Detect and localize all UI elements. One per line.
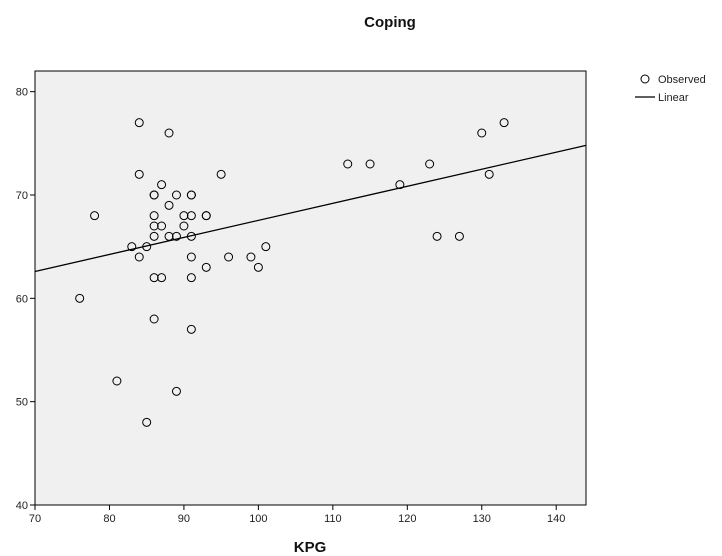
observed-point: [365, 159, 375, 169]
x-tick-label: 100: [249, 513, 267, 525]
observed-point: [201, 262, 211, 272]
observed-point: [454, 231, 464, 241]
observed-point: [90, 211, 100, 221]
observed-point: [186, 190, 196, 200]
observed-point: [112, 376, 122, 386]
observed-point: [425, 159, 435, 169]
observed-point: [261, 242, 271, 252]
legend: Observed Linear: [635, 74, 706, 104]
observed-point: [499, 118, 509, 128]
observed-points-layer: [75, 118, 509, 427]
observed-point: [484, 169, 494, 179]
y-tick-label: 60: [16, 293, 28, 305]
observed-point: [432, 231, 442, 241]
observed-point: [75, 293, 85, 303]
observed-point: [186, 231, 196, 241]
x-tick-label: 90: [178, 513, 190, 525]
observed-point: [157, 273, 167, 283]
observed-point: [142, 417, 152, 427]
observed-point: [343, 159, 353, 169]
observed-point: [224, 252, 234, 262]
x-tick-label: 110: [324, 513, 342, 525]
observed-point: [149, 231, 159, 241]
observed-point: [149, 211, 159, 221]
observed-point: [157, 180, 167, 190]
observed-point: [149, 273, 159, 283]
observed-point: [127, 242, 137, 252]
chart-title: Coping: [364, 14, 416, 31]
legend-linear-label: Linear: [658, 92, 689, 104]
x-axis-title: KPG: [294, 539, 327, 556]
plot-area: [34, 70, 587, 506]
observed-point: [149, 190, 159, 200]
observed-point: [186, 324, 196, 334]
observed-point: [149, 314, 159, 324]
observed-point: [171, 231, 181, 241]
legend-observed-label: Observed: [658, 74, 706, 86]
observed-point: [134, 118, 144, 128]
observed-point: [179, 211, 189, 221]
observed-point: [216, 169, 226, 179]
observed-point: [164, 231, 174, 241]
x-tick-label: 130: [473, 513, 491, 525]
x-axis: 70 80 90 100 110 120 130 140: [29, 505, 565, 525]
y-tick-label: 80: [16, 87, 28, 99]
observed-point: [149, 221, 159, 231]
observed-point: [134, 169, 144, 179]
y-tick-label: 70: [16, 190, 28, 202]
observed-point: [186, 211, 196, 221]
observed-point: [179, 221, 189, 231]
y-tick-label: 50: [16, 397, 28, 409]
observed-point: [477, 128, 487, 138]
x-tick-label: 140: [547, 513, 565, 525]
observed-point: [134, 252, 144, 262]
observed-point: [186, 273, 196, 283]
observed-point: [171, 386, 181, 396]
linear-fit-line: [34, 144, 587, 273]
y-tick-label: 40: [16, 500, 28, 512]
observed-point: [164, 200, 174, 210]
linear-fit-layer: [34, 144, 587, 273]
observed-point: [157, 221, 167, 231]
observed-point: [253, 262, 263, 272]
observed-point: [395, 180, 405, 190]
y-axis: 40 50 60 70 80: [16, 87, 35, 512]
observed-point: [171, 190, 181, 200]
observed-point: [142, 242, 152, 252]
observed-point: [186, 252, 196, 262]
x-tick-label: 80: [103, 513, 115, 525]
observed-point: [201, 211, 211, 221]
x-tick-label: 70: [29, 513, 41, 525]
x-tick-label: 120: [398, 513, 416, 525]
observed-point: [164, 128, 174, 138]
legend-observed-marker: [640, 74, 650, 84]
observed-point: [246, 252, 256, 262]
